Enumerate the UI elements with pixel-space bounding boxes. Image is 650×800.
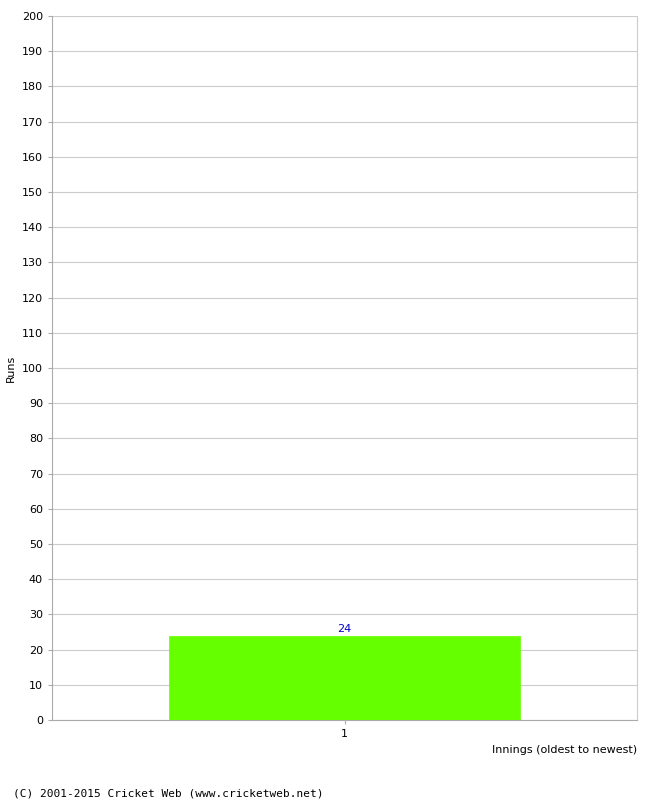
Y-axis label: Runs: Runs: [6, 354, 16, 382]
Bar: [169, 635, 520, 720]
Text: (C) 2001-2015 Cricket Web (www.cricketweb.net): (C) 2001-2015 Cricket Web (www.cricketwe…: [13, 789, 324, 798]
Text: 24: 24: [337, 624, 352, 634]
X-axis label: Innings (oldest to newest): Innings (oldest to newest): [492, 745, 637, 754]
